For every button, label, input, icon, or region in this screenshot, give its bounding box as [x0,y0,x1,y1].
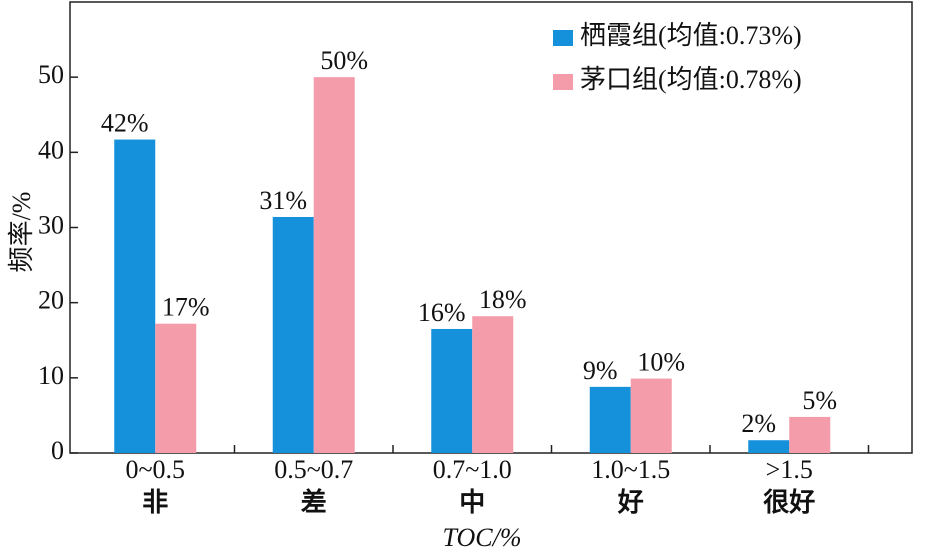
y-tick-label: 10 [38,361,64,390]
value-label: 17% [162,293,210,322]
y-axis-title: 频率/% [7,192,36,273]
value-label: 31% [259,186,307,215]
value-label: 50% [320,46,368,75]
bar [472,316,514,453]
value-label: 5% [802,386,837,415]
x-grade-label: 中 [459,488,485,517]
y-tick-label: 20 [38,286,64,315]
y-tick-label: 40 [38,135,64,164]
x-grade-label: 很好 [763,488,815,517]
x-tick-label: >1.5 [766,455,813,484]
bar [630,378,672,453]
bar [313,77,355,454]
legend-label: 栖霞组(均值:0.73%) [580,21,802,50]
bar [589,386,631,453]
y-tick-label: 50 [38,60,64,89]
value-label: 42% [101,109,149,138]
bar [114,139,156,453]
x-tick-label: 1.0~1.5 [591,455,670,484]
legend-swatch [553,30,573,46]
bar [155,323,197,453]
x-axis-title: TOC/% [443,523,522,552]
value-label: 9% [583,356,618,385]
x-tick-label: 0.5~0.7 [274,455,353,484]
bar [748,440,790,453]
y-tick-label: 0 [51,436,64,465]
legend-label: 茅口组(均值:0.78%) [580,65,802,94]
x-tick-label: 0~0.5 [125,455,185,484]
value-label: 16% [418,298,466,327]
value-label: 2% [741,409,776,438]
x-tick-label: 0.7~1.0 [433,455,512,484]
x-grade-label: 好 [617,488,644,517]
value-label: 18% [479,285,527,314]
x-grade-label: 差 [301,487,327,517]
value-label: 10% [637,348,685,377]
y-tick-label: 30 [38,210,64,239]
bar [272,216,314,453]
x-grade-label: 非 [142,488,168,517]
legend-swatch [553,74,573,90]
bar [789,416,831,453]
bar [431,328,473,453]
